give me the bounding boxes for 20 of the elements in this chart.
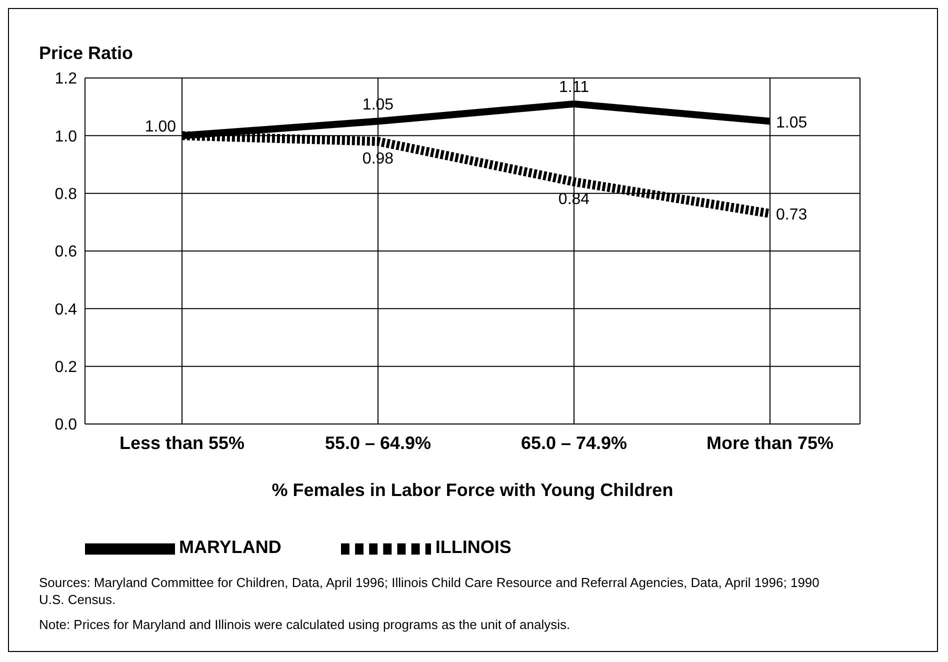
- x-tick-label: 55.0 – 64.9%: [324, 432, 432, 453]
- y-tick-label: 0.6: [54, 244, 78, 261]
- x-axis-title: % Females in Labor Force with Young Children: [272, 480, 674, 500]
- legend-label: MARYLAND: [179, 537, 282, 558]
- legend-label: ILLINOIS: [435, 537, 512, 558]
- y-tick-label: 0.2: [54, 359, 78, 376]
- text: Note: Prices for Maryland and Illinois were calculated using programs as the unit of analysis.: [39, 616, 572, 633]
- x-tick-label: More than 75%: [706, 432, 834, 453]
- source-note: Sources: Maryland Committee for Children, Data, April 1996; Illinois Child Care Resource and Referral Agencies, Data, April 1996; 1990 U.S. Census.: [39, 574, 820, 608]
- y-axis-title: Price Ratio: [39, 43, 134, 64]
- y-tick-label: 0.0: [54, 416, 78, 434]
- y-tick-label: 1.0: [54, 128, 78, 146]
- x-tick-label: Less than 55%: [119, 432, 245, 453]
- data-label: 1.05: [776, 114, 808, 132]
- data-label: 1.00: [144, 118, 176, 136]
- data-label: 0.73: [776, 206, 808, 224]
- y-tick-label: 1.2: [54, 70, 78, 88]
- x-tick-label: 65.0 – 74.9%: [520, 432, 628, 453]
- y-tick-label: 0.8: [54, 186, 78, 204]
- y-tick-label: 0.4: [54, 301, 78, 318]
